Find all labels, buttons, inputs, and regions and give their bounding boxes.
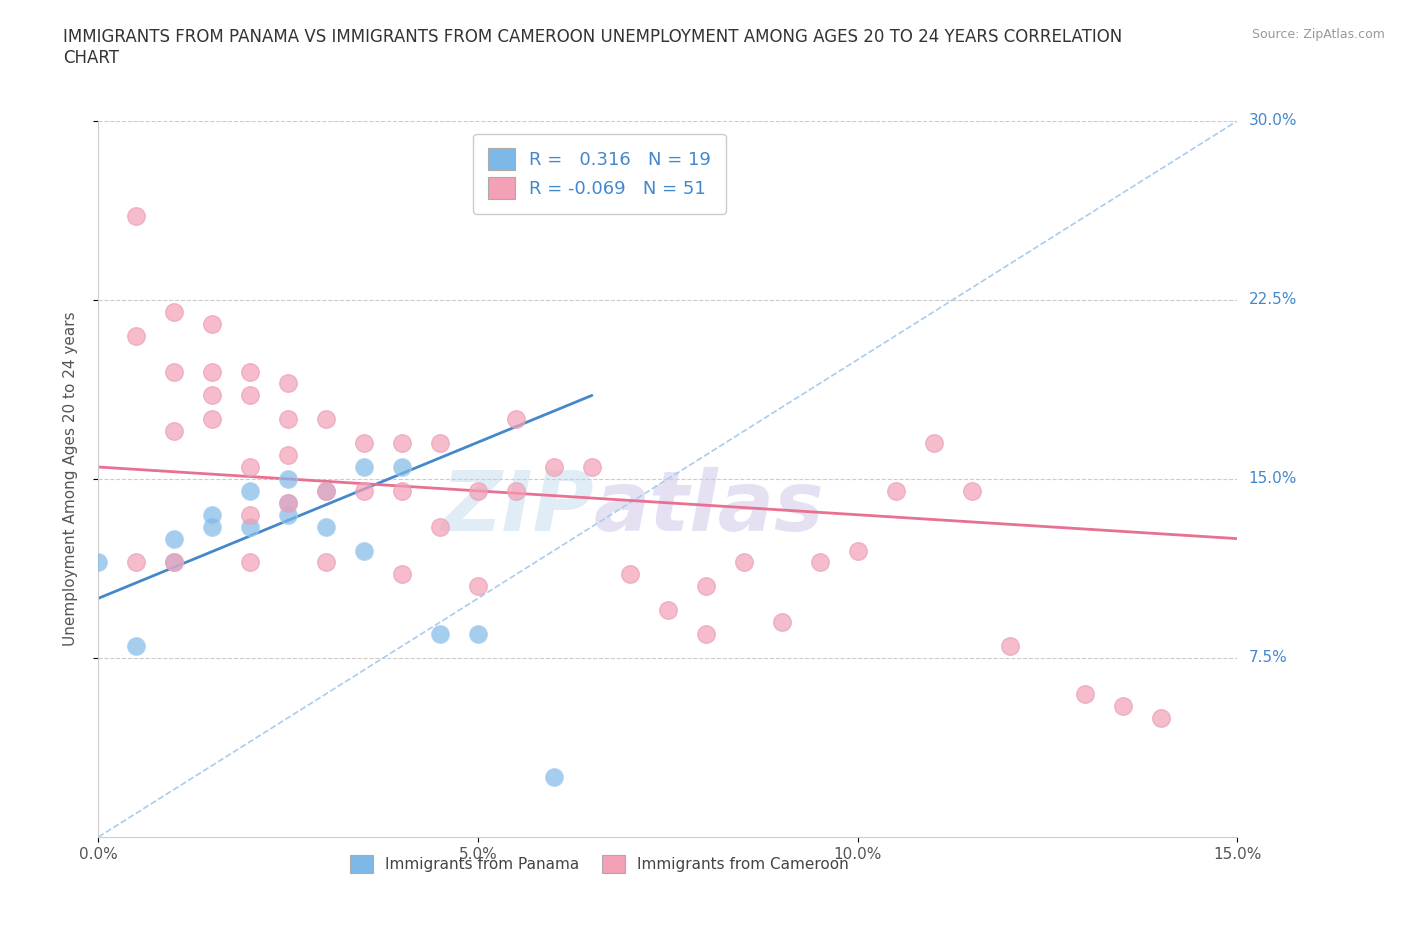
Point — [505, 412, 527, 427]
Point — [884, 484, 907, 498]
Point — [808, 555, 831, 570]
Text: atlas: atlas — [593, 467, 824, 548]
Point — [733, 555, 755, 570]
Point — [239, 508, 262, 523]
Text: Source: ZipAtlas.com: Source: ZipAtlas.com — [1251, 28, 1385, 41]
Point — [239, 519, 262, 534]
Point — [505, 484, 527, 498]
Point — [998, 639, 1021, 654]
Point — [315, 484, 337, 498]
Point — [239, 484, 262, 498]
Point — [353, 484, 375, 498]
Point — [163, 531, 186, 546]
Point — [695, 578, 717, 594]
Point — [87, 555, 110, 570]
Point — [125, 555, 148, 570]
Point — [353, 435, 375, 451]
Point — [239, 459, 262, 474]
Point — [277, 508, 299, 523]
Point — [315, 484, 337, 498]
Point — [467, 578, 489, 594]
Point — [543, 459, 565, 474]
Point — [163, 304, 186, 319]
Point — [239, 388, 262, 403]
Point — [391, 484, 413, 498]
Point — [315, 519, 337, 534]
Point — [125, 639, 148, 654]
Point — [429, 435, 451, 451]
Text: 15.0%: 15.0% — [1249, 472, 1296, 486]
Text: 22.5%: 22.5% — [1249, 292, 1296, 308]
Point — [125, 328, 148, 343]
Point — [277, 412, 299, 427]
Point — [201, 388, 224, 403]
Point — [429, 519, 451, 534]
Point — [201, 508, 224, 523]
Point — [277, 496, 299, 511]
Point — [543, 770, 565, 785]
Point — [467, 627, 489, 642]
Point — [391, 567, 413, 582]
Point — [581, 459, 603, 474]
Point — [239, 365, 262, 379]
Point — [619, 567, 641, 582]
Point — [239, 555, 262, 570]
Point — [163, 555, 186, 570]
Point — [391, 459, 413, 474]
Point — [960, 484, 983, 498]
Point — [353, 459, 375, 474]
Point — [1150, 711, 1173, 725]
Point — [391, 435, 413, 451]
Point — [315, 555, 337, 570]
Point — [277, 376, 299, 391]
Point — [163, 555, 186, 570]
Point — [657, 603, 679, 618]
Point — [277, 496, 299, 511]
Point — [1074, 686, 1097, 701]
Point — [922, 435, 945, 451]
Text: 7.5%: 7.5% — [1249, 650, 1286, 666]
Point — [125, 209, 148, 224]
Point — [163, 424, 186, 439]
Text: IMMIGRANTS FROM PANAMA VS IMMIGRANTS FROM CAMEROON UNEMPLOYMENT AMONG AGES 20 TO: IMMIGRANTS FROM PANAMA VS IMMIGRANTS FRO… — [63, 28, 1122, 67]
Point — [163, 365, 186, 379]
Point — [201, 316, 224, 331]
Point — [695, 627, 717, 642]
Text: 30.0%: 30.0% — [1249, 113, 1296, 128]
Point — [201, 412, 224, 427]
Point — [770, 615, 793, 630]
Point — [353, 543, 375, 558]
Point — [201, 365, 224, 379]
Point — [429, 627, 451, 642]
Point — [201, 519, 224, 534]
Point — [467, 484, 489, 498]
Point — [277, 472, 299, 486]
Text: ZIP: ZIP — [441, 467, 593, 548]
Legend: Immigrants from Panama, Immigrants from Cameroon: Immigrants from Panama, Immigrants from … — [344, 849, 855, 880]
Point — [315, 412, 337, 427]
Point — [1112, 698, 1135, 713]
Y-axis label: Unemployment Among Ages 20 to 24 years: Unemployment Among Ages 20 to 24 years — [63, 312, 77, 646]
Point — [846, 543, 869, 558]
Point — [277, 447, 299, 462]
